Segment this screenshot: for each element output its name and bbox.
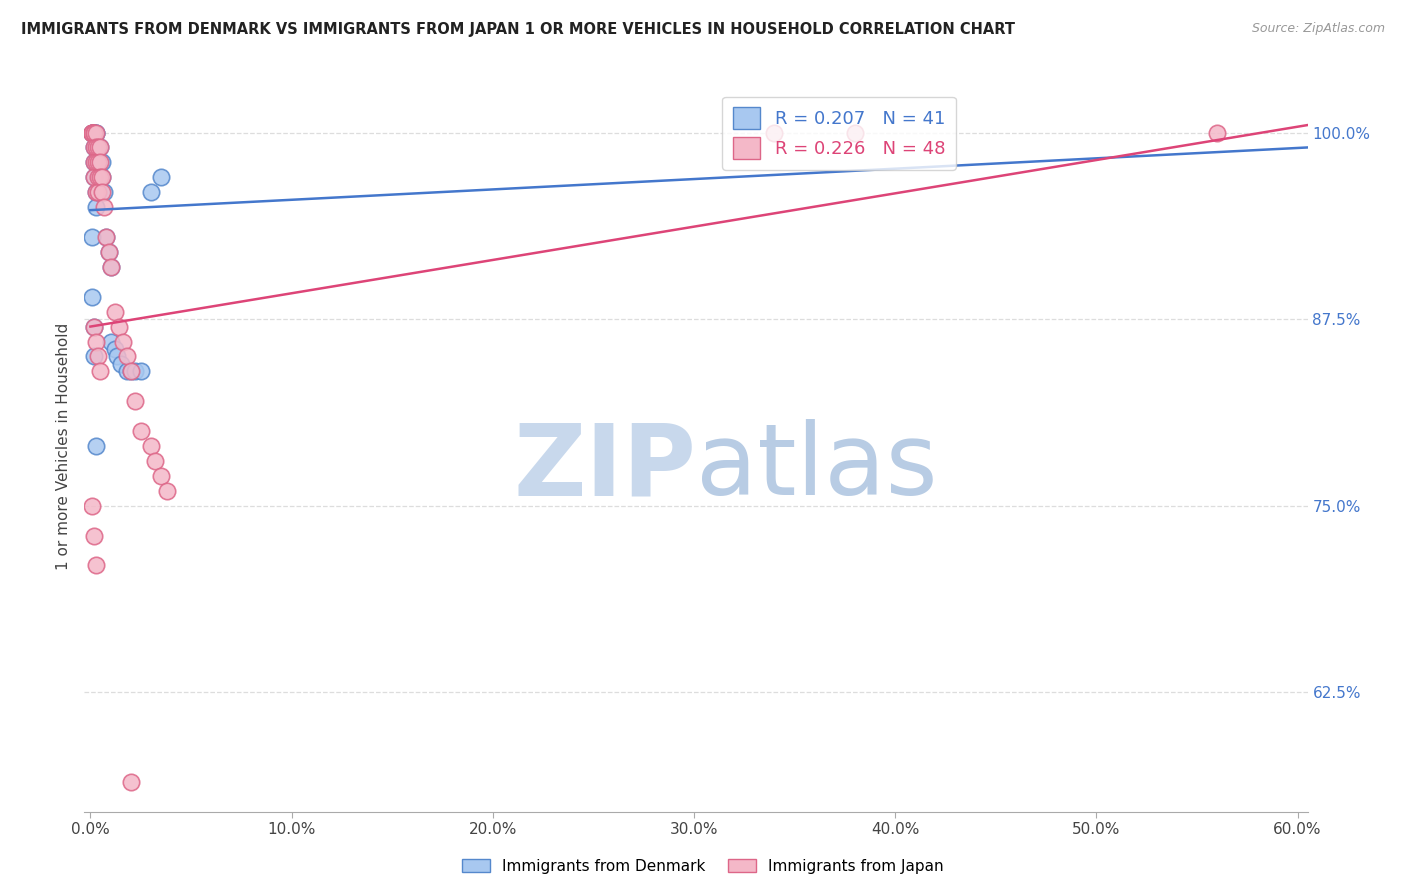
Point [83, 155, 105, 169]
Point [129, 364, 152, 378]
Point [111, 334, 134, 349]
Point [83, 126, 105, 140]
Point [89, 140, 111, 154]
Point [86, 140, 108, 154]
Point [87, 350, 110, 364]
Point [115, 350, 138, 364]
Text: ZIP: ZIP [513, 419, 696, 516]
Point [120, 364, 142, 378]
Point [87, 186, 110, 200]
Point [91, 155, 114, 169]
Point [83, 140, 105, 154]
Point [103, 304, 125, 318]
Point [83, 140, 105, 154]
Point [83, 126, 105, 140]
Point [143, 454, 166, 468]
Point [89, 140, 111, 154]
Point [82, 230, 104, 244]
Point [82, 126, 104, 140]
Point [82, 126, 104, 140]
Point [83, 528, 105, 542]
Point [93, 200, 115, 214]
Y-axis label: 1 or more Vehicles in Household: 1 or more Vehicles in Household [56, 322, 72, 570]
Point [120, 775, 142, 789]
Point [139, 439, 162, 453]
Point [86, 186, 108, 200]
Point [93, 186, 115, 200]
Point [100, 334, 122, 349]
Point [97, 244, 120, 259]
Point [82, 499, 104, 513]
Point [103, 342, 125, 356]
Point [86, 558, 108, 573]
Point [82, 126, 104, 140]
Point [89, 155, 111, 169]
Point [83, 126, 105, 140]
Point [86, 155, 108, 169]
Point [87, 170, 110, 185]
Text: Source: ZipAtlas.com: Source: ZipAtlas.com [1251, 22, 1385, 36]
Point [105, 350, 128, 364]
Point [83, 155, 105, 169]
Point [83, 126, 105, 140]
Point [91, 186, 114, 200]
Point [124, 364, 146, 378]
Point [86, 186, 108, 200]
Point [107, 319, 129, 334]
Point [87, 186, 110, 200]
Point [129, 424, 152, 438]
Point [89, 155, 111, 169]
Point [86, 200, 108, 214]
Point [91, 170, 114, 185]
Point [100, 260, 122, 274]
Point [87, 155, 110, 169]
Point [100, 260, 122, 274]
Point [89, 170, 111, 185]
Point [844, 126, 866, 140]
Legend: Immigrants from Denmark, Immigrants from Japan: Immigrants from Denmark, Immigrants from… [456, 853, 950, 880]
Point [87, 140, 110, 154]
Point [87, 140, 110, 154]
Point [120, 364, 142, 378]
Point [86, 334, 108, 349]
Point [83, 319, 105, 334]
Point [83, 170, 105, 185]
Legend: R = 0.207   N = 41, R = 0.226   N = 48: R = 0.207 N = 41, R = 0.226 N = 48 [723, 96, 956, 169]
Point [91, 170, 114, 185]
Point [86, 126, 108, 140]
Point [89, 364, 111, 378]
Point [83, 319, 105, 334]
Point [110, 357, 132, 371]
Point [82, 126, 104, 140]
Point [82, 126, 104, 140]
Point [83, 126, 105, 140]
Point [86, 126, 108, 140]
Point [96, 230, 118, 244]
Point [124, 394, 146, 409]
Point [115, 364, 138, 378]
Point [86, 155, 108, 169]
Point [139, 186, 162, 200]
Point [1206, 126, 1229, 140]
Point [149, 468, 172, 483]
Point [96, 230, 118, 244]
Point [149, 170, 172, 185]
Point [87, 170, 110, 185]
Point [156, 483, 179, 498]
Point [97, 244, 120, 259]
Point [83, 170, 105, 185]
Text: IMMIGRANTS FROM DENMARK VS IMMIGRANTS FROM JAPAN 1 OR MORE VEHICLES IN HOUSEHOLD: IMMIGRANTS FROM DENMARK VS IMMIGRANTS FR… [21, 22, 1015, 37]
Point [763, 126, 786, 140]
Point [83, 350, 105, 364]
Point [82, 290, 104, 304]
Text: atlas: atlas [696, 419, 938, 516]
Point [86, 439, 108, 453]
Point [86, 140, 108, 154]
Point [87, 155, 110, 169]
Point [86, 126, 108, 140]
Point [82, 126, 104, 140]
